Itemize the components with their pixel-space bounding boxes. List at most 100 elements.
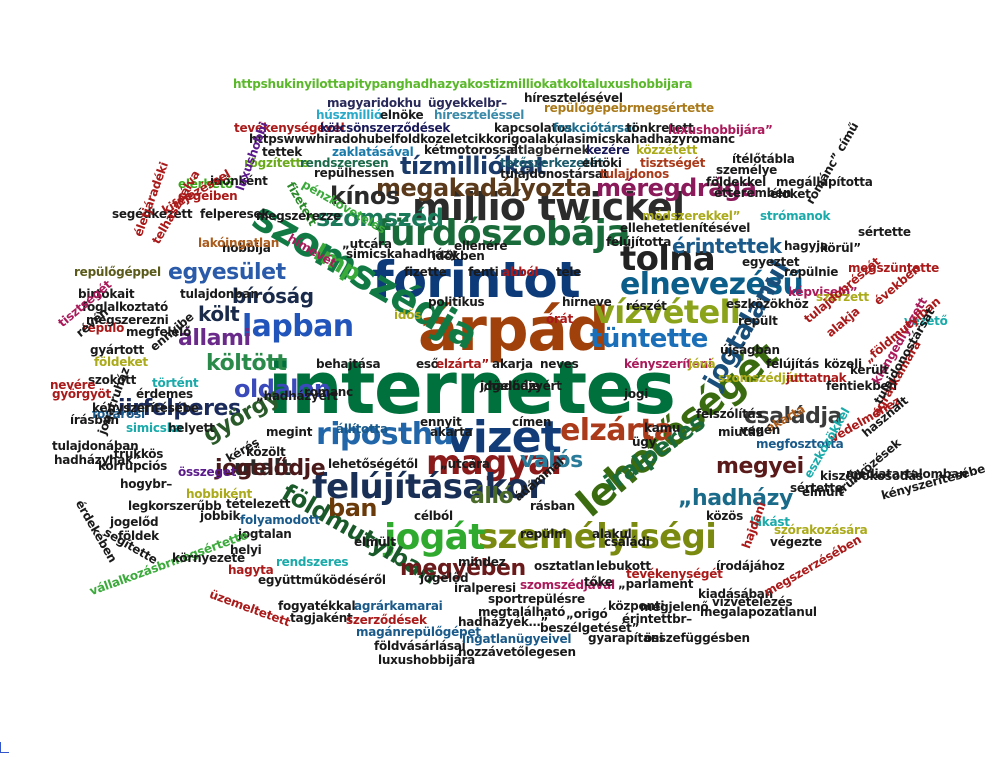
cloud-word-megakadalyozta: megakadályozta xyxy=(376,174,592,202)
cloud-word-felujitotta: felújította xyxy=(606,235,672,249)
cloud-word-tevekenyseget: tevékenységét xyxy=(626,567,723,581)
cloud-word-osszeget: összeget xyxy=(178,465,237,479)
cloud-word-neves: neves xyxy=(540,357,579,371)
cloud-word-elnoki: elnöki xyxy=(582,156,622,170)
cloud-word-vizet: vizet xyxy=(445,412,562,463)
cloud-word-hobbija: hobbija xyxy=(222,241,271,255)
cloud-word-sportrepulesre: sportrepülésre xyxy=(488,592,585,606)
cloud-word-legkorszerubb: legkorszerűbb xyxy=(128,499,222,513)
cloud-word-mediatartalomban: médiatartalomban xyxy=(846,467,968,481)
cloud-word-fovarosi: fővárosi xyxy=(92,407,145,421)
cloud-word-nevere: nevére xyxy=(50,378,96,392)
cloud-word-tele: tele xyxy=(556,265,582,279)
cloud-word-ugy: ügy xyxy=(632,435,657,449)
cloud-word-parlament: „parlament xyxy=(618,577,694,591)
cloud-word-rendszeres: rendszeres xyxy=(276,555,349,569)
cloud-word-hogybr: hogybr– xyxy=(120,477,173,491)
cloud-word-vezeto: vezető xyxy=(904,314,948,328)
cloud-word-megjeleno: megjelenő xyxy=(640,600,709,614)
cloud-word-hadhazy: „hadházy xyxy=(678,486,793,511)
cloud-word-hirneve: hírneve xyxy=(562,295,612,309)
cloud-word-kozeli: közeli xyxy=(824,357,862,371)
cloud-word-cimen: címen xyxy=(512,415,552,429)
cloud-word-koltott: költött xyxy=(206,351,287,376)
cloud-word-egyeztet: egyeztet xyxy=(742,255,800,269)
cloud-word-kezere: kezére xyxy=(586,143,630,157)
cloud-word-foglalkoztato: foglalkoztató xyxy=(82,300,168,314)
cloud-word-kolt: költ xyxy=(198,302,240,326)
cloud-word-ketmotorossal: kétmotorossal xyxy=(424,143,518,157)
cloud-word-ugyekkelbr: ügyekkelbr– xyxy=(428,96,507,110)
cloud-word-korul: körül” xyxy=(820,241,861,255)
cloud-word-felszolitas: felszólítás xyxy=(696,407,763,421)
cloud-word-millio-twickel: millió twickel xyxy=(412,185,685,229)
cloud-word-hadhazyert: „hadházyért xyxy=(256,389,338,403)
cloud-word-ban: ban xyxy=(328,494,378,522)
cloud-word-kolcsonszerzodesek: kölcsönszerződések xyxy=(320,121,451,135)
cloud-word-helyett: helyett xyxy=(168,421,215,435)
cloud-word-romanc: romanc xyxy=(304,385,353,399)
cloud-word-trukkos: „trükkös xyxy=(106,447,164,461)
cloud-word-erintettbr: érintettbr– xyxy=(622,612,692,626)
cloud-word-sertette: sértette xyxy=(858,225,911,239)
cloud-word-fentiekben: fentiekben xyxy=(826,379,897,393)
cloud-word-egyuttmukodeserol: együttműködéséről xyxy=(258,573,386,587)
cloud-word-megszerezni: megszerezni xyxy=(86,313,169,327)
cloud-word-utalt: utalt xyxy=(234,456,291,481)
cloud-word-romanc-cimu: románc” című xyxy=(803,119,862,207)
cloud-word-rendszeresen: rendszeresen xyxy=(300,156,389,170)
cloud-word-abbol: abból xyxy=(502,265,539,279)
cloud-word-ingatlanugyeivel: ingatlanügyeivel xyxy=(462,632,572,646)
cloud-word-kozos: közös xyxy=(706,509,744,523)
cloud-word-kinos: kínos xyxy=(330,182,400,210)
cloud-word-tulajdonaban: tulajdonában xyxy=(52,439,139,453)
cloud-word-szerzett: szerzett xyxy=(816,290,869,304)
cloud-word-alakja: alakja xyxy=(823,304,863,340)
cloud-word-fenti: fenti xyxy=(468,265,499,279)
cloud-word-hadhazyert: „hadházyért xyxy=(480,379,562,393)
cloud-word-megszerezze: megszerezze xyxy=(256,209,342,223)
cloud-word-miutan: miután xyxy=(718,425,765,439)
cloud-word-tolna: tolna xyxy=(620,239,716,279)
cloud-word-felperesek: felperesek xyxy=(200,207,270,221)
cloud-word-szomszedjaval: szomszédjával xyxy=(520,578,615,592)
cloud-word-ellehetetlenitesevel: ellehetetlenítésével xyxy=(620,221,751,235)
cloud-word-hiresztelessel: híreszteléssel xyxy=(434,108,525,122)
cloud-word-kenyszeriteni: kényszeríteni xyxy=(624,357,712,371)
cloud-word-reszet: részét xyxy=(626,299,667,313)
cloud-word-oldalon: oldalon xyxy=(234,375,331,403)
cloud-word-luxushobbijara: luxushobbijára” xyxy=(668,123,773,137)
cloud-word-tonkretett: tönkretett xyxy=(626,121,694,135)
cloud-word-internetes: internetes xyxy=(268,346,676,430)
cloud-word-gyarapitani: gyarapítani xyxy=(588,631,664,645)
cloud-word-tevekenysegevel: tevékenységével xyxy=(234,121,345,135)
cloud-word-megint: megint xyxy=(266,425,313,439)
cloud-word-kepviselo: képviselő” xyxy=(788,285,858,299)
cloud-word-jogat: jogát xyxy=(384,517,485,558)
cloud-word-szerzodesek: szerződések xyxy=(346,613,427,627)
cloud-word-tulajdonban: tulajdonban xyxy=(180,287,259,301)
cloud-word-jobbik: jobbik xyxy=(200,509,241,523)
cloud-word-origo: „origó xyxy=(566,607,608,621)
cloud-word-csaladi: családi xyxy=(604,535,650,549)
cloud-word-erintettek: érintettek xyxy=(672,234,782,258)
cloud-word-jogelod: jogelőd xyxy=(110,515,159,529)
cloud-word-tisztseget: tisztségét xyxy=(640,156,706,170)
cloud-word-repulni: repülni xyxy=(520,527,567,541)
cloud-word-huszmillio: húszmillió xyxy=(316,108,383,122)
cloud-word-vizveteli: vízvételi xyxy=(594,293,741,331)
cloud-word-szokott: szokott xyxy=(88,373,137,387)
cloud-word-hiresztelesevel: híresztelésével xyxy=(524,91,623,105)
cloud-word-behajtasa: behajtása xyxy=(316,357,381,371)
cloud-word-felujitas: felújítás xyxy=(766,357,820,371)
cloud-word-jogtalan: jogtalan xyxy=(238,527,292,541)
cloud-word-szorakozasara: szórakozására xyxy=(774,523,868,537)
cloud-word-megyeben: megyében xyxy=(400,556,526,581)
cloud-word-repulnie: repülnie xyxy=(784,265,839,279)
cloud-word-itelotabla: ítélőtábla xyxy=(732,152,795,166)
cloud-word-sertette: sértette xyxy=(790,481,843,495)
cloud-word-maganrepulogepet: magánrepülőgépet xyxy=(356,625,481,639)
cloud-word-agrarkamarai: agrárkamarai xyxy=(354,599,443,613)
cloud-word-birtokait: birtokait xyxy=(78,287,135,301)
